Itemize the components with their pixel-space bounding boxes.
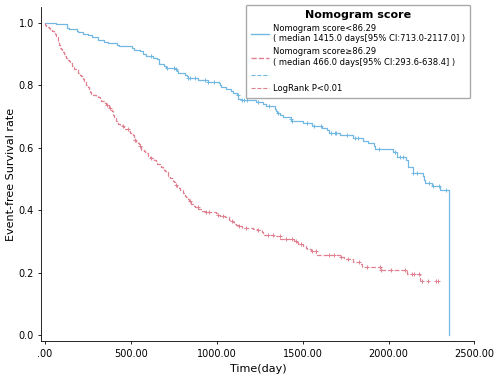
Y-axis label: Event-free Survival rate: Event-free Survival rate (6, 108, 16, 241)
Legend: Nomogram score<86.29
( median 1415.0 days[95% CI:713.0-2117.0] ), Nomogram score: Nomogram score<86.29 ( median 1415.0 day… (246, 5, 470, 98)
X-axis label: Time(day): Time(day) (230, 364, 286, 374)
